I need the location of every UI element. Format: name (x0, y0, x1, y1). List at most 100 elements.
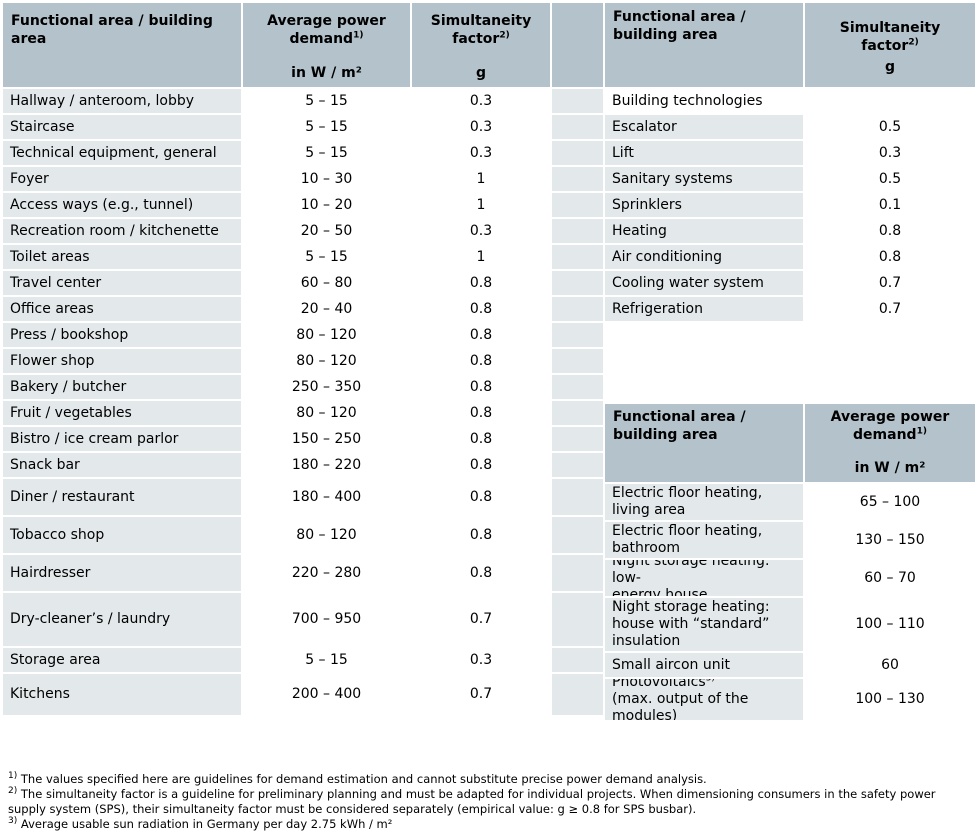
section-title-building-technologies: Building technologies (605, 89, 975, 113)
row-power-value: 10 – 20 (300, 196, 353, 213)
header-simultaneity: Simultaneity factor2) g (412, 3, 550, 87)
row-area-text: Flower shop (10, 352, 95, 369)
row-factor-value: 0.8 (469, 274, 493, 291)
row-factor-value: 0.8 (469, 352, 493, 369)
table-row-factor-cell: 0.8 (412, 517, 550, 553)
row-area-text: Dry-cleaner’s / laundry (10, 611, 171, 627)
table-row-factor-cell: 0.8 (805, 245, 975, 269)
row-factor-value: 0.8 (469, 456, 493, 473)
row-area-text: Night storage heating: house with “stand… (612, 599, 770, 649)
footnote-1-mark: 1) (8, 771, 18, 782)
header-right-simultaneity-note: 2) (908, 37, 919, 48)
table-row-power-cell: 5 – 15 (243, 245, 410, 269)
table-row-power-cell: 65 – 100 (805, 484, 975, 520)
header-average-power: Average power demand1) in W / m² (243, 3, 410, 87)
row-factor-value: 0.7 (469, 686, 493, 702)
row-area-text: Travel center (10, 274, 102, 291)
row-factor-value: 0.8 (469, 526, 493, 543)
table-row-area-cell: Hallway / anteroom, lobby (3, 89, 241, 113)
row-area-text: Toilet areas (10, 248, 90, 265)
table-row-area-cell: Night storage heating: house with “stand… (605, 598, 803, 651)
table-row-power-cell: 10 – 30 (243, 167, 410, 191)
row-area-text: Recreation room / kitchenette (10, 222, 219, 239)
table-row-power-cell: 220 – 280 (243, 555, 410, 591)
table-row-factor-cell: 0.8 (412, 323, 550, 347)
footnote-1-text: The values specified here are guidelines… (20, 772, 707, 786)
table-row-power-cell: 100 – 110 (805, 598, 975, 651)
table-row-spacer-cell (552, 517, 603, 553)
table-row-factor-cell: 0.3 (805, 141, 975, 165)
row-factor-value: 0.8 (469, 326, 493, 343)
row-power-value: 10 – 30 (300, 170, 353, 187)
header-spacer (552, 3, 603, 87)
row-area-text: Staircase (10, 118, 75, 135)
table-row-spacer-cell (552, 115, 603, 139)
table-row-factor-cell: 1 (412, 167, 550, 191)
table-row-area-cell: Night storage heating: low- energy house (605, 560, 803, 596)
row-area-text: Office areas (10, 300, 94, 317)
table-row-area-cell: Sanitary systems (605, 167, 803, 191)
table-row-power-cell: 130 – 150 (805, 522, 975, 558)
row-factor-value: 0.1 (878, 196, 902, 213)
footnote-1: 1) The values specified here are guideli… (8, 772, 968, 787)
table-row-spacer-cell (552, 648, 603, 672)
table-row-factor-cell: 0.8 (412, 297, 550, 321)
row-area-text: Foyer (10, 170, 49, 187)
table-row-area-cell: Flower shop (3, 349, 241, 373)
row-factor-value: 0.8 (469, 488, 493, 505)
header-simultaneity-label: Simultaneity factor2) (412, 3, 550, 48)
row-power-value: 180 – 220 (291, 456, 362, 473)
row-area-main: Photovoltaics (612, 679, 706, 690)
row-power-value: 60 (881, 656, 899, 673)
table-row-spacer-cell (552, 245, 603, 269)
table-row-factor-cell: 0.8 (412, 555, 550, 591)
row-area-text: Access ways (e.g., tunnel) (10, 196, 194, 213)
row-area-text: Diner / restaurant (10, 488, 135, 505)
header-right-simultaneity-label: Simultaneity factor2) (805, 3, 975, 55)
table-row-spacer-cell (552, 593, 603, 646)
row-factor-value: 0.8 (469, 300, 493, 317)
row-area-text: Photovoltaics3) (max. output of the modul… (612, 679, 748, 720)
footnote-3: 3) Average usable sun radiation in Germa… (8, 817, 968, 832)
table-row-area-cell: Electric floor heating, bathroom (605, 522, 803, 558)
row-power-value: 200 – 400 (291, 686, 362, 702)
table-row-spacer-cell (552, 555, 603, 591)
table-row-spacer-cell (552, 89, 603, 113)
row-area-note: 3) (706, 679, 715, 683)
row-area-text: Snack bar (10, 456, 80, 473)
table-row-spacer-cell (552, 193, 603, 217)
header-right-simultaneity: Simultaneity factor2) g (805, 3, 975, 87)
row-power-value: 80 – 120 (296, 404, 357, 421)
table-row-area-cell: Technical equipment, general (3, 141, 241, 165)
row-factor-value: 0.8 (469, 430, 493, 447)
header-average-power-unit: in W / m² (291, 65, 362, 81)
row-power-value: 180 – 400 (291, 488, 362, 505)
row-factor-value: 0.3 (469, 144, 493, 161)
table-row-area-cell: Diner / restaurant (3, 479, 241, 515)
table-row-factor-cell: 0.7 (805, 271, 975, 295)
table-row-spacer-cell (552, 167, 603, 191)
table-row-spacer-cell (552, 401, 603, 425)
row-factor-value: 0.8 (469, 378, 493, 395)
table-row-power-cell: 200 – 400 (243, 674, 410, 715)
table-row-spacer-cell (552, 453, 603, 477)
header-average-power-text: Average power demand (267, 13, 386, 47)
row-area-text: Air conditioning (612, 248, 723, 265)
row-factor-value: 0.5 (878, 118, 902, 135)
header-right-bottom-power-text: Average power demand (830, 409, 950, 443)
row-area-text: Storage area (10, 651, 101, 668)
row-power-value: 60 – 80 (300, 274, 353, 291)
table-row-power-cell: 60 – 80 (243, 271, 410, 295)
table-row-area-cell: Hairdresser (3, 555, 241, 591)
table-row-power-cell: 250 – 350 (243, 375, 410, 399)
header-simultaneity-note: 2) (499, 30, 510, 41)
table-row-factor-cell: 0.3 (412, 648, 550, 672)
table-row-power-cell: 100 – 130 (805, 679, 975, 720)
row-area-rest: (max. output of the modules) (612, 691, 749, 720)
row-area-text: Bistro / ice cream parlor (10, 430, 179, 447)
row-power-value: 700 – 950 (291, 611, 362, 627)
row-factor-value: 1 (476, 196, 486, 213)
table-row-factor-cell: 1 (412, 245, 550, 269)
row-factor-value: 0.3 (469, 92, 493, 109)
table-row-area-cell: Press / bookshop (3, 323, 241, 347)
